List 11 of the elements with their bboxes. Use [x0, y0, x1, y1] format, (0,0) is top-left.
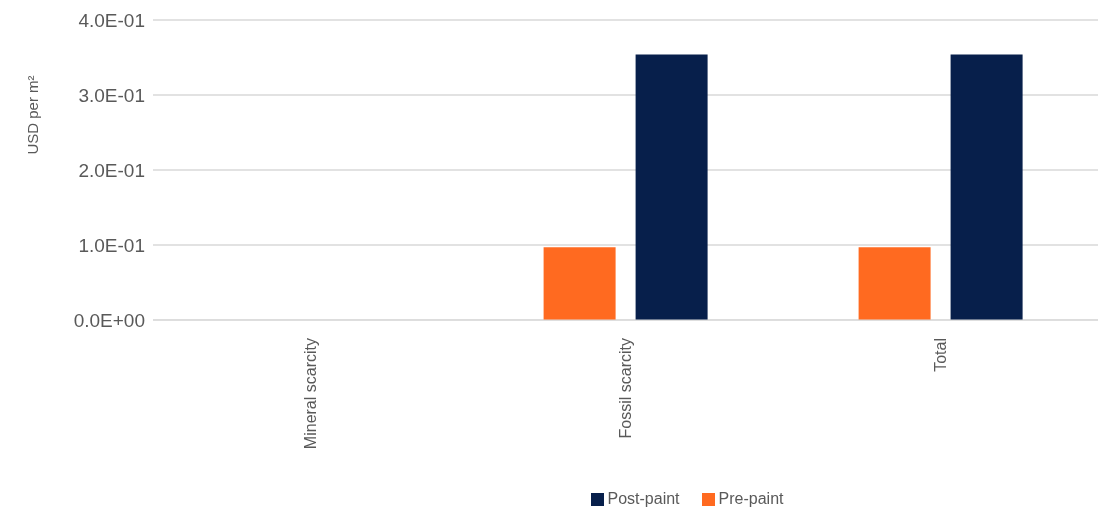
- y-tick-label: 4.0E-01: [78, 9, 145, 31]
- x-tick-label: Fossil scarcity: [617, 338, 634, 439]
- x-tick-label: Total: [932, 338, 949, 372]
- y-tick-label: 1.0E-01: [78, 234, 145, 256]
- legend-label: Post-paint: [607, 490, 680, 507]
- y-tick-label: 0.0E+00: [73, 309, 145, 331]
- y-tick-label: 3.0E-01: [78, 84, 145, 106]
- y-axis-title: USD per m²: [23, 75, 41, 155]
- legend-label: Pre-paint: [718, 490, 784, 507]
- y-tick-label: 2.0E-01: [78, 159, 145, 181]
- x-tick-label: Mineral scarcity: [302, 338, 319, 450]
